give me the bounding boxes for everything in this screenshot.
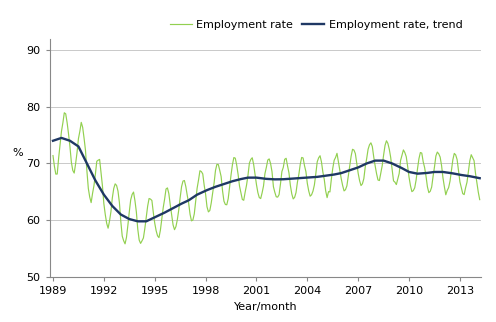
Employment rate bbox=[227, 185, 233, 189]
Employment rate, trend bbox=[136, 219, 142, 223]
Employment rate, trend bbox=[241, 176, 247, 180]
Employment rate, trend bbox=[227, 180, 233, 184]
Line: Employment rate: Employment rate bbox=[53, 113, 480, 244]
Employment rate bbox=[119, 234, 125, 238]
Employment rate bbox=[75, 137, 81, 141]
Employment rate bbox=[463, 186, 469, 190]
Employment rate bbox=[62, 111, 67, 115]
Employment rate, trend bbox=[59, 136, 64, 140]
Employment rate bbox=[122, 242, 128, 246]
Y-axis label: %: % bbox=[13, 148, 23, 158]
Employment rate bbox=[241, 198, 247, 202]
Employment rate, trend bbox=[75, 145, 81, 148]
Employment rate, trend bbox=[194, 193, 200, 197]
Employment rate, trend bbox=[477, 176, 483, 180]
Employment rate bbox=[477, 198, 483, 202]
Employment rate, trend bbox=[50, 139, 56, 143]
X-axis label: Year/month: Year/month bbox=[234, 301, 297, 311]
Employment rate, trend bbox=[119, 213, 125, 217]
Employment rate, trend bbox=[463, 174, 469, 177]
Legend: Employment rate, Employment rate, trend: Employment rate, Employment rate, trend bbox=[165, 15, 467, 34]
Employment rate bbox=[194, 186, 200, 190]
Employment rate bbox=[50, 154, 56, 157]
Line: Employment rate, trend: Employment rate, trend bbox=[53, 138, 480, 221]
